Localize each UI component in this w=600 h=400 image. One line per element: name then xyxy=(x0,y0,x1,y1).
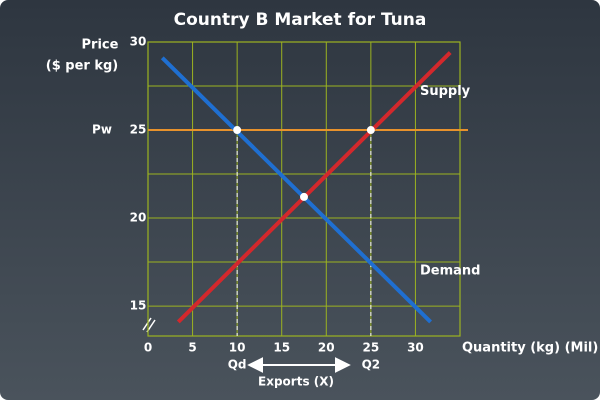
point xyxy=(300,192,308,201)
chart-title: Country B Market for Tuna xyxy=(174,10,427,30)
x-tick-label: 20 xyxy=(318,341,335,355)
y-tick-label: 15 xyxy=(130,299,147,313)
y-tick-label: 20 xyxy=(130,211,147,225)
price-label: Pw xyxy=(92,123,112,137)
x-tick-label: 25 xyxy=(363,341,380,355)
x-tick-label: 30 xyxy=(407,341,424,355)
x-tick-label: 10 xyxy=(229,341,246,355)
series-line xyxy=(160,56,432,324)
y-axis-title: Price xyxy=(82,38,119,53)
quantity-label: Q2 xyxy=(362,358,381,372)
y-axis-title: ($ per kg) xyxy=(46,59,118,74)
series-line xyxy=(176,51,452,324)
y-tick-label: 25 xyxy=(130,123,147,137)
exports-label: Exports (X) xyxy=(258,375,334,389)
quantity-label: Qd xyxy=(228,358,247,372)
x-tick-label: 5 xyxy=(188,341,196,355)
point xyxy=(366,126,375,135)
y-tick-label: 30 xyxy=(130,35,147,49)
series-label: Supply xyxy=(420,84,471,99)
x-tick-label: 15 xyxy=(273,341,290,355)
x-axis-title: Quantity (kg) (Mil) xyxy=(462,341,598,356)
point xyxy=(233,126,242,135)
series-label: Demand xyxy=(420,263,481,278)
x-tick-label: 0 xyxy=(144,341,152,355)
